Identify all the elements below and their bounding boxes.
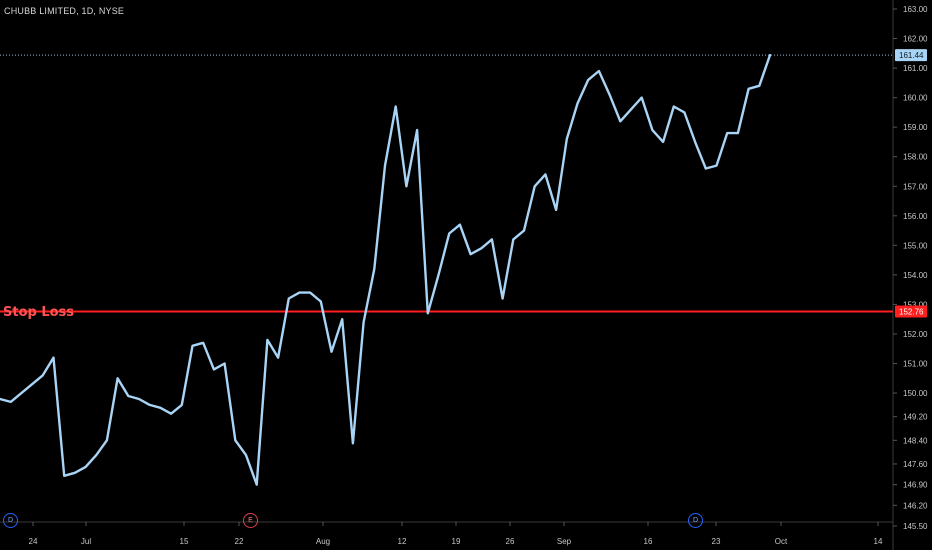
y-tick-label: 145.50: [903, 522, 928, 531]
y-tick-label: 146.90: [903, 481, 928, 490]
x-tick-label: 15: [180, 537, 189, 546]
x-tick-label: 22: [235, 537, 244, 546]
x-tick-label: 14: [874, 537, 883, 546]
y-tick-label: 151.00: [903, 360, 928, 369]
x-tick-label: 12: [398, 537, 407, 546]
y-tick-label: 156.00: [903, 212, 928, 221]
y-tick-label: 149.20: [903, 413, 928, 422]
x-tick-label: 26: [506, 537, 515, 546]
dividend-event-marker[interactable]: D: [3, 513, 18, 528]
x-tick-label: 23: [712, 537, 721, 546]
y-tick-label: 152.00: [903, 330, 928, 339]
stop-loss-price-text: 152.76: [899, 308, 924, 317]
y-tick-label: 148.40: [903, 436, 928, 445]
earnings-event-marker[interactable]: E: [243, 513, 258, 528]
y-tick-label: 154.00: [903, 271, 928, 280]
y-tick-label: 159.00: [903, 123, 928, 132]
x-tick-label: 24: [29, 537, 38, 546]
y-tick-label: 146.20: [903, 501, 928, 510]
current-price-badge: [895, 49, 927, 62]
x-tick-label: Oct: [775, 537, 788, 546]
y-tick-label: 163.00: [903, 5, 928, 14]
dividend-event-marker[interactable]: D: [688, 513, 703, 528]
x-tick-label: Jul: [81, 537, 91, 546]
stop-loss-label: Stop Loss: [3, 305, 75, 320]
x-tick-label: 16: [644, 537, 653, 546]
chart-title: CHUBB LIMITED, 1D, NYSE: [4, 6, 125, 16]
y-tick-label: 160.00: [903, 94, 928, 103]
y-tick-label: 153.00: [903, 300, 928, 309]
x-tick-label: 19: [452, 537, 461, 546]
y-tick-label: 150.00: [903, 389, 928, 398]
x-tick-label: Sep: [557, 537, 572, 546]
y-tick-label: 158.00: [903, 153, 928, 162]
y-tick-label: 155.00: [903, 241, 928, 250]
stop-loss-price-badge: [895, 305, 927, 318]
y-tick-label: 147.60: [903, 460, 928, 469]
y-tick-label: 161.00: [903, 64, 928, 73]
y-tick-label: 162.00: [903, 35, 928, 44]
price-series-line: [0, 53, 772, 486]
y-tick-label: 157.00: [903, 182, 928, 191]
current-price-text: 161.44: [899, 51, 924, 60]
x-tick-label: Aug: [316, 537, 330, 546]
